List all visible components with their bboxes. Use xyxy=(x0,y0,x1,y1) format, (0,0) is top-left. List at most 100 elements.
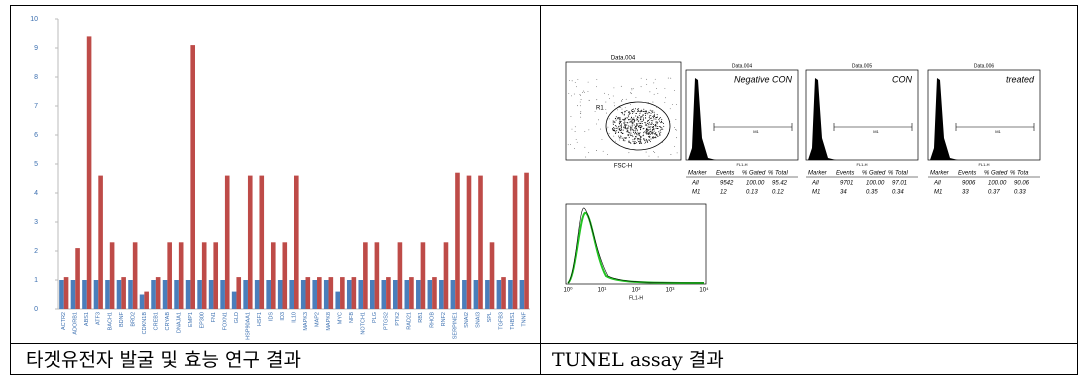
event-dot xyxy=(650,117,652,119)
event-dot xyxy=(588,99,590,101)
table-cell: All xyxy=(933,181,941,187)
event-dot xyxy=(638,122,640,124)
bar xyxy=(374,242,380,309)
event-dot xyxy=(629,128,631,130)
event-dot xyxy=(635,97,637,98)
event-dot xyxy=(663,122,665,124)
event-dot xyxy=(655,132,657,134)
x-tick-label: TGFB3 xyxy=(499,312,505,330)
plot-label: CON xyxy=(892,74,913,84)
event-dot xyxy=(634,139,636,141)
event-dot xyxy=(622,129,624,131)
event-dot xyxy=(675,129,677,130)
event-dot xyxy=(630,142,632,144)
event-dot xyxy=(615,116,617,118)
event-dot xyxy=(615,140,616,142)
event-dot xyxy=(631,118,633,120)
event-dot xyxy=(647,131,649,133)
y-tick-label: 6 xyxy=(34,132,38,139)
event-dot xyxy=(638,132,640,134)
event-dot xyxy=(654,78,656,80)
x-tick-label: ATF3 xyxy=(96,312,102,325)
event-dot xyxy=(648,121,650,123)
event-dot xyxy=(641,136,643,138)
table-cell: 0.37 xyxy=(988,190,1000,196)
event-dot xyxy=(647,113,649,115)
plot-frame xyxy=(565,61,682,161)
event-dot xyxy=(647,120,649,122)
event-dot xyxy=(646,84,648,86)
event-dot xyxy=(656,121,658,123)
event-dot xyxy=(619,123,621,125)
event-dot xyxy=(639,138,641,140)
event-dot xyxy=(644,122,646,124)
bar xyxy=(105,280,110,309)
event-dot xyxy=(645,129,647,131)
event-dot xyxy=(651,123,653,125)
event-dot xyxy=(633,121,635,123)
event-dot xyxy=(657,127,659,129)
event-dot xyxy=(645,113,647,115)
event-dot xyxy=(675,104,677,106)
event-dot xyxy=(656,88,657,89)
event-dot xyxy=(648,129,650,131)
event-dot xyxy=(632,136,634,138)
event-dot xyxy=(619,116,621,118)
event-dot xyxy=(618,117,620,119)
bar xyxy=(478,175,483,309)
event-dot xyxy=(638,120,640,122)
event-dot xyxy=(634,137,636,139)
event-dot xyxy=(614,117,616,119)
event-dot xyxy=(626,131,628,133)
table-cell: M1 xyxy=(692,190,700,196)
event-dot xyxy=(633,143,635,145)
event-dot xyxy=(645,130,647,132)
bar xyxy=(427,280,433,309)
event-dot xyxy=(649,135,651,137)
event-dot xyxy=(645,151,647,153)
bar xyxy=(201,242,207,309)
event-dot xyxy=(638,114,640,116)
event-dot xyxy=(636,124,638,126)
event-dot xyxy=(637,141,639,143)
event-dot xyxy=(630,92,631,94)
event-dot xyxy=(623,139,625,141)
event-dot xyxy=(584,131,586,132)
event-dot xyxy=(642,114,644,116)
event-dot xyxy=(628,136,630,138)
bar xyxy=(132,242,138,309)
event-dot xyxy=(635,112,637,114)
bar xyxy=(462,280,467,309)
event-dot xyxy=(636,119,638,121)
x-tick-label: 10² xyxy=(632,288,641,294)
x-tick-label: CRYAB xyxy=(165,312,171,331)
event-dot xyxy=(615,119,617,121)
event-dot xyxy=(620,123,622,125)
event-dot xyxy=(652,101,654,103)
axis-label: FL1-H xyxy=(736,162,747,167)
bar xyxy=(450,280,456,309)
event-dot xyxy=(660,120,662,122)
event-dot xyxy=(636,134,638,136)
event-dot xyxy=(628,113,630,115)
event-dot xyxy=(643,111,645,113)
event-dot xyxy=(629,134,631,136)
event-dot xyxy=(658,119,660,121)
event-dot xyxy=(648,132,650,134)
table-cell: 97.01 xyxy=(892,181,907,187)
bar xyxy=(213,242,219,309)
event-dot xyxy=(653,124,655,126)
marker-label: M1 xyxy=(753,129,759,134)
bar xyxy=(254,280,260,309)
event-dot xyxy=(588,129,590,131)
gate xyxy=(605,101,671,151)
event-dot xyxy=(653,82,655,84)
event-dot xyxy=(619,121,621,123)
event-dot xyxy=(648,126,650,128)
plot-label: treated xyxy=(1006,74,1035,84)
event-dot xyxy=(648,112,650,114)
event-dot xyxy=(663,125,665,127)
event-dot xyxy=(655,124,657,126)
event-dot xyxy=(605,101,607,103)
